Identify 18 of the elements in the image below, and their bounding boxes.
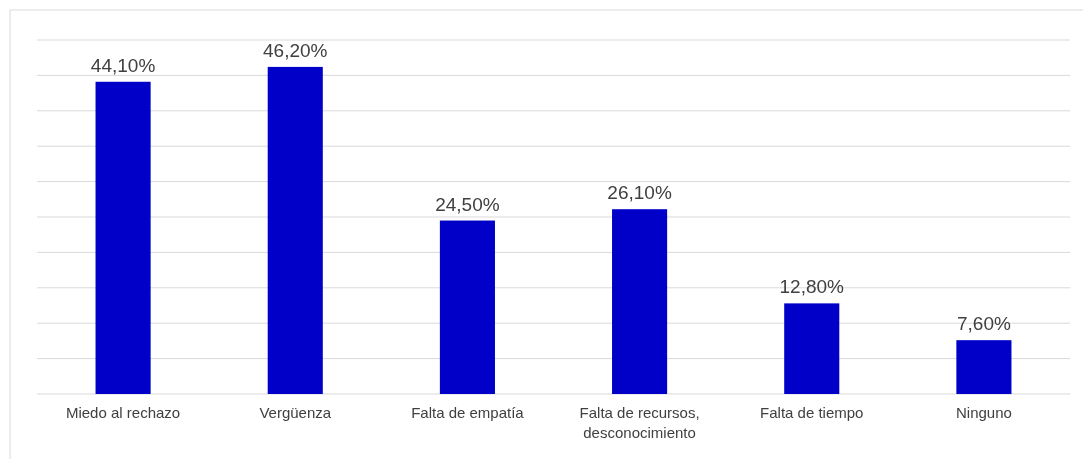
x-tick-label: Falta de recursos, desconocimiento — [579, 404, 700, 441]
x-tick-label: Falta de tiempo — [760, 404, 864, 421]
x-tick-label: Ninguno — [955, 404, 1012, 421]
data-label: 24,50% — [435, 193, 500, 215]
bar — [956, 340, 1012, 394]
bar — [95, 81, 151, 394]
data-label: 26,10% — [607, 182, 672, 204]
x-tick-label: Vergüenza — [259, 404, 332, 421]
data-label: 46,20% — [263, 39, 328, 61]
data-label: 12,80% — [779, 276, 845, 298]
x-tick-label: Falta de empatía — [411, 404, 525, 421]
bar — [439, 220, 495, 394]
bar — [784, 303, 840, 394]
data-label: 44,10% — [90, 54, 156, 76]
bar — [267, 66, 323, 394]
data-label: 7,60% — [956, 313, 1011, 335]
bar — [612, 209, 668, 394]
x-tick-label: Miedo al rechazo — [65, 404, 181, 421]
